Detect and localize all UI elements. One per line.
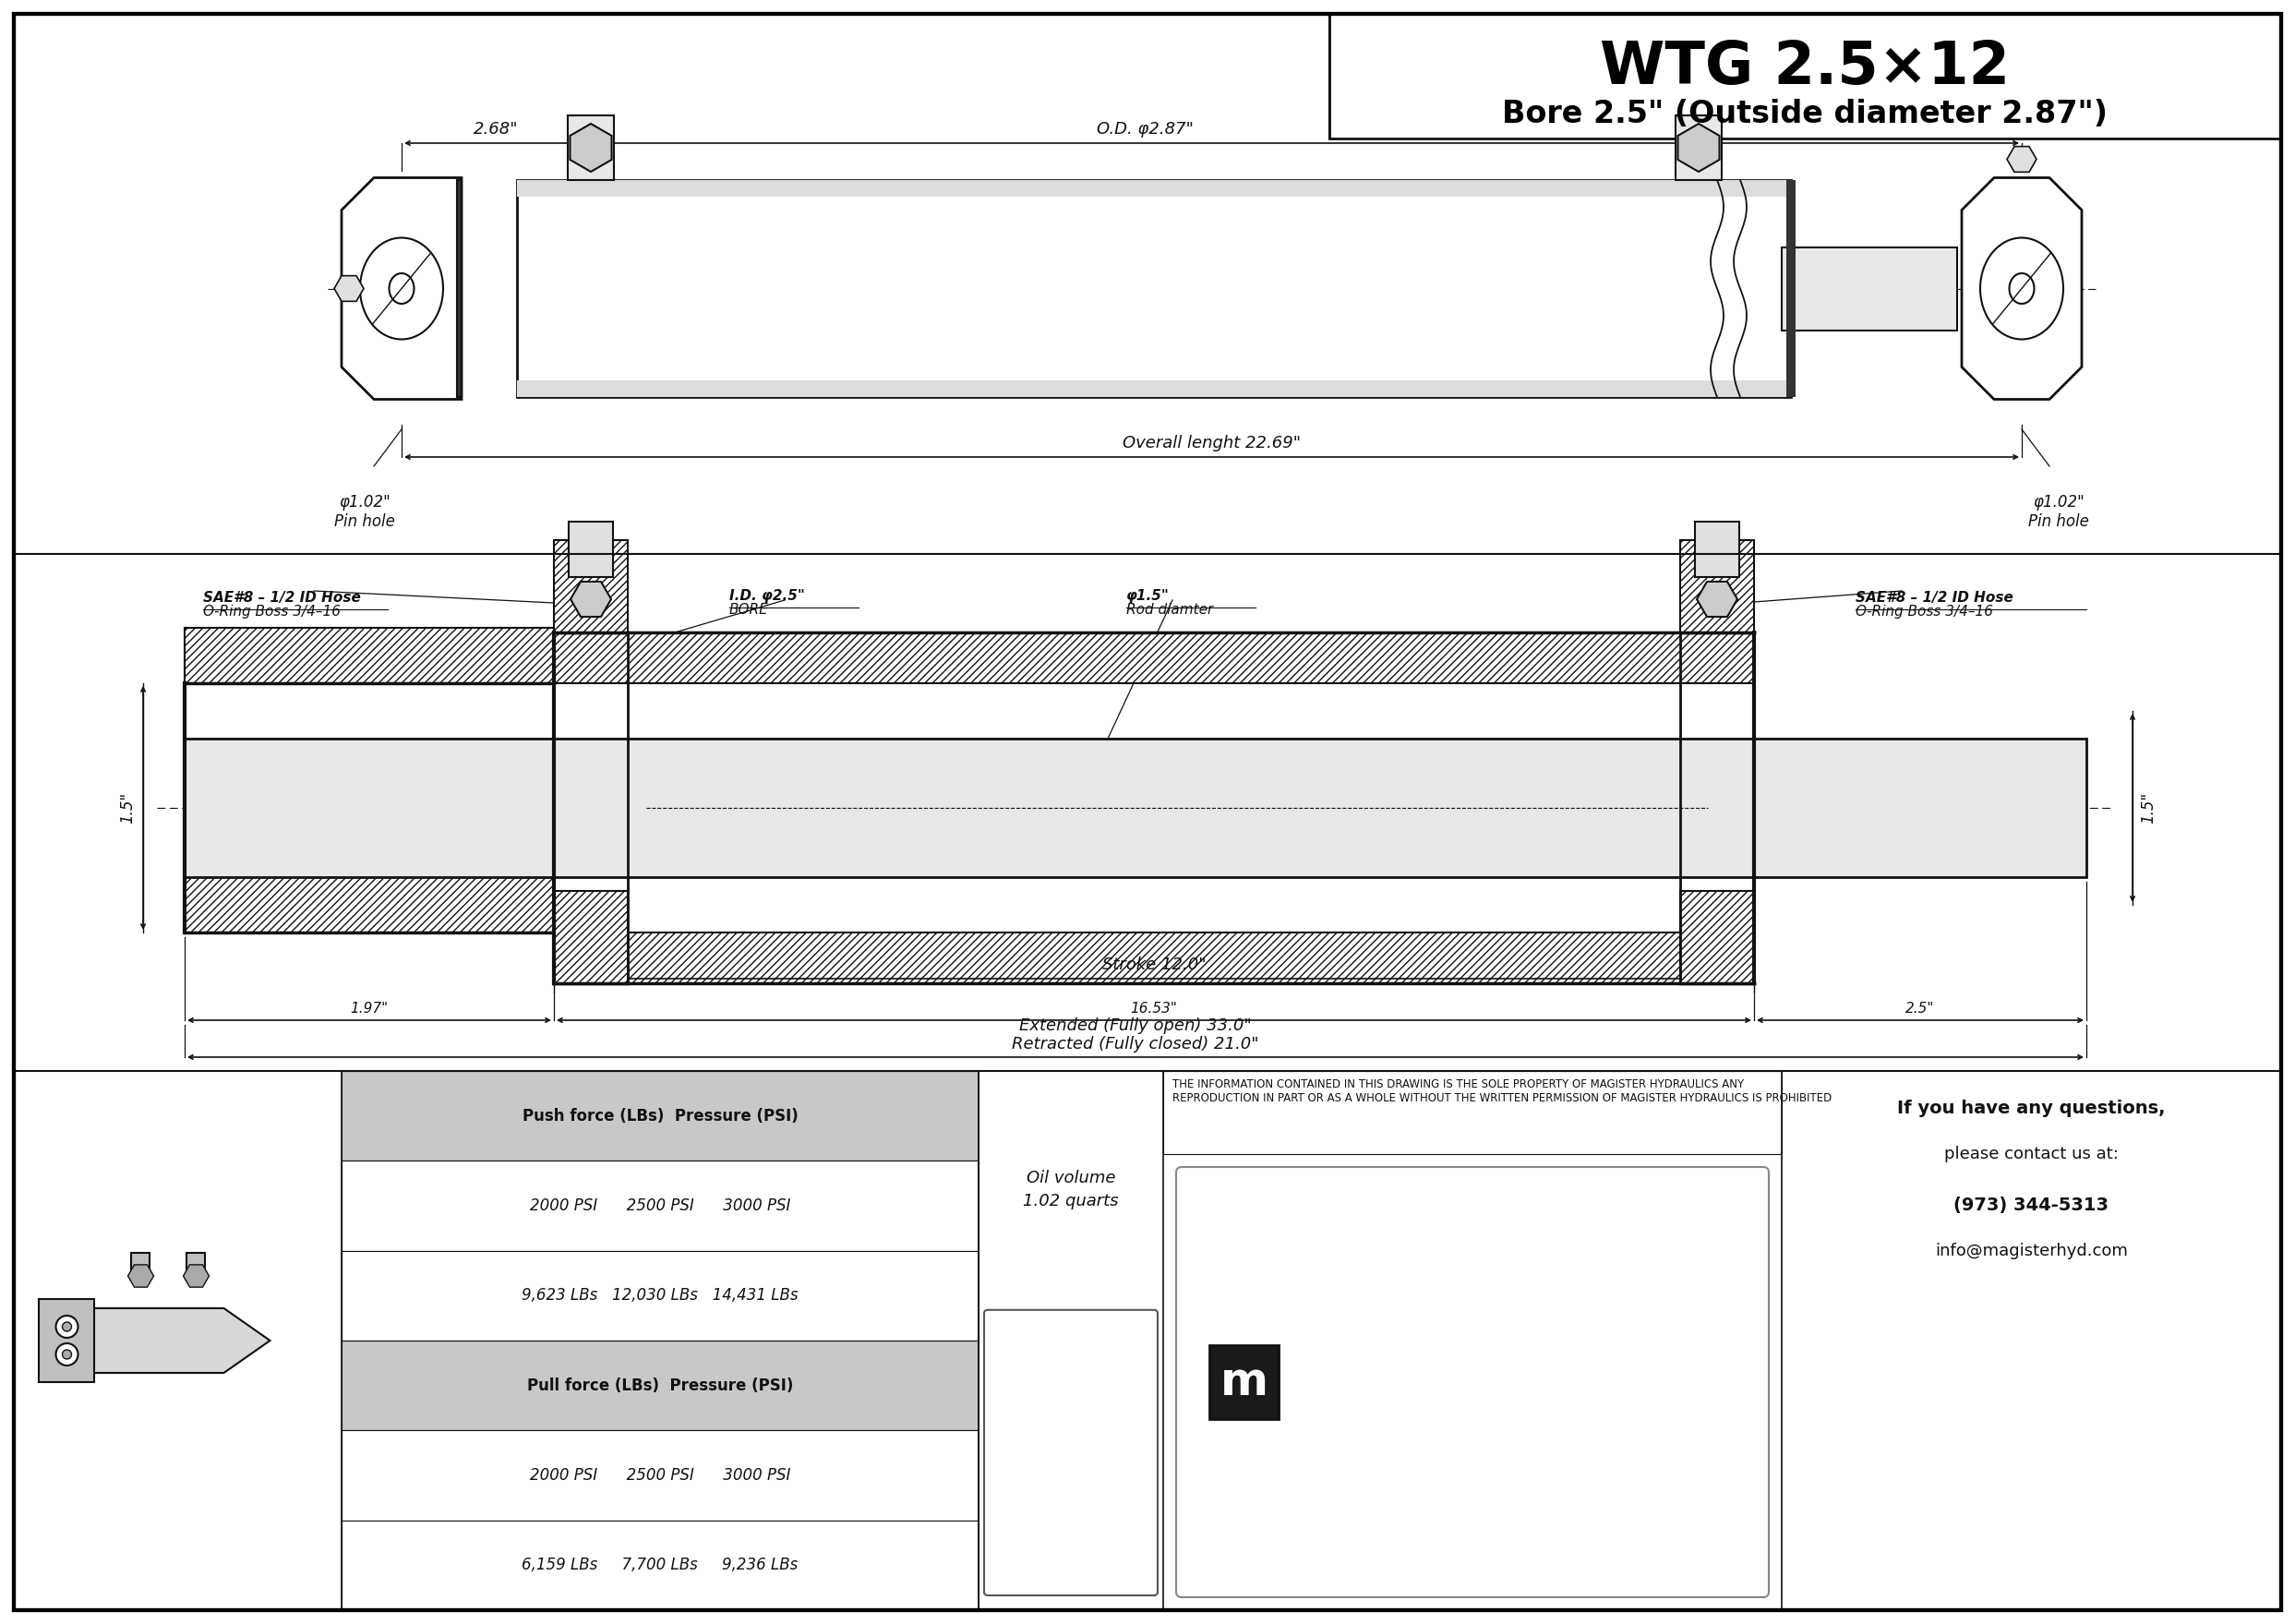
Bar: [1329, 15, 2281, 138]
Polygon shape: [1962, 177, 2082, 400]
Circle shape: [55, 1343, 78, 1366]
Bar: [1753, 739, 2086, 877]
Ellipse shape: [1981, 237, 2063, 339]
Bar: [184, 628, 553, 684]
Bar: [567, 115, 613, 180]
Bar: [569, 521, 613, 577]
Text: Stroke 12.0": Stroke 12.0": [1102, 957, 1205, 973]
Bar: [553, 632, 1753, 684]
Text: Continential
FREE
SHIPPING
Contiguous: Continential FREE SHIPPING Contiguous: [1033, 1424, 1108, 1481]
Polygon shape: [1678, 123, 1719, 172]
Text: please contact us at:: please contact us at:: [1944, 1147, 2118, 1163]
Polygon shape: [85, 1309, 271, 1372]
Text: O.D. φ2.87": O.D. φ2.87": [1097, 120, 1193, 138]
Text: MAGISTER
HYDRAULICS: MAGISTER HYDRAULICS: [916, 245, 1391, 388]
Circle shape: [55, 1315, 78, 1338]
Text: φ1.02"
Pin hole: φ1.02" Pin hole: [2029, 494, 2088, 529]
Text: O-Ring Boss 3/4–16: O-Ring Boss 3/4–16: [1857, 604, 1992, 619]
Bar: [553, 932, 1753, 983]
Text: 2.68": 2.68": [473, 120, 519, 138]
Circle shape: [62, 1350, 71, 1359]
Bar: [1696, 521, 1740, 577]
Text: 2.5": 2.5": [1905, 1002, 1935, 1015]
FancyBboxPatch shape: [1175, 1168, 1769, 1598]
Text: WTG 2.5×12: WTG 2.5×12: [1600, 39, 2010, 96]
Text: 1.5": 1.5": [2139, 793, 2157, 823]
Text: (973) 344-5313: (973) 344-5313: [1953, 1195, 2109, 1213]
Text: φ1.02"
Pin hole: φ1.02" Pin hole: [335, 494, 395, 529]
Text: Push force (LBs)  Pressure (PSI): Push force (LBs) Pressure (PSI): [523, 1108, 799, 1124]
Text: 6,159 LBs     7,700 LBs     9,236 LBs: 6,159 LBs 7,700 LBs 9,236 LBs: [521, 1557, 799, 1574]
Text: Pull force (LBs)  Pressure (PSI): Pull force (LBs) Pressure (PSI): [528, 1377, 794, 1393]
Text: 9,623 LBs   12,030 LBs   14,431 LBs: 9,623 LBs 12,030 LBs 14,431 LBs: [521, 1288, 799, 1304]
Polygon shape: [571, 581, 610, 617]
Text: If you have any questions,: If you have any questions,: [1898, 1099, 2166, 1117]
Bar: [131, 1252, 149, 1281]
Text: O-Ring Boss 3/4–16: O-Ring Boss 3/4–16: [202, 604, 340, 619]
Bar: [186, 1252, 207, 1281]
Bar: [342, 1250, 978, 1340]
Bar: [553, 541, 629, 632]
Text: MAGISTER: MAGISTER: [1292, 1346, 1561, 1390]
FancyBboxPatch shape: [985, 1311, 1157, 1595]
Bar: [1164, 1070, 1781, 1155]
Bar: [1680, 541, 1753, 632]
Text: φ1.5": φ1.5": [1127, 590, 1170, 603]
Text: 16.53": 16.53": [1131, 1002, 1177, 1015]
Bar: [1680, 892, 1753, 983]
Bar: [516, 180, 1790, 396]
Polygon shape: [569, 123, 610, 172]
Ellipse shape: [2010, 273, 2033, 304]
Circle shape: [62, 1322, 71, 1332]
Bar: [457, 180, 461, 396]
Text: I.D. φ2.5": I.D. φ2.5": [730, 590, 806, 603]
Bar: [553, 892, 629, 983]
Bar: [1786, 180, 1795, 396]
Bar: [342, 1431, 978, 1520]
Text: Overall lenght 22.69": Overall lenght 22.69": [1122, 435, 1301, 451]
Bar: [516, 180, 1790, 197]
Ellipse shape: [390, 273, 413, 304]
Text: BORE: BORE: [730, 603, 769, 617]
Bar: [1781, 247, 1958, 330]
Text: 1.97": 1.97": [351, 1002, 388, 1015]
Bar: [342, 1161, 978, 1250]
Bar: [1209, 1345, 1278, 1419]
Polygon shape: [39, 1299, 94, 1382]
Text: SAE#8 – 1/2 ID Hose: SAE#8 – 1/2 ID Hose: [1857, 591, 2013, 604]
Bar: [1675, 115, 1721, 180]
Bar: [342, 1520, 978, 1609]
Text: Rod diamter: Rod diamter: [1127, 603, 1214, 617]
Text: Bore 2.5" (Outside diameter 2.87"): Bore 2.5" (Outside diameter 2.87"): [1503, 99, 2109, 128]
Bar: [516, 380, 1790, 396]
Bar: [342, 1070, 978, 1161]
Text: SAE#8 – 1/2 ID Hose: SAE#8 – 1/2 ID Hose: [202, 591, 360, 604]
Text: m: m: [1221, 1359, 1269, 1405]
Text: Extended (Fully open) 33.0": Extended (Fully open) 33.0": [1019, 1017, 1251, 1034]
Text: HYDRAULICS: HYDRAULICS: [1301, 1403, 1467, 1426]
Text: 1.5": 1.5": [119, 793, 135, 823]
Text: info@magisterhyd.com: info@magisterhyd.com: [1935, 1242, 2127, 1259]
Polygon shape: [1696, 581, 1737, 617]
Text: Oil volume
1.02 quarts: Oil volume 1.02 quarts: [1024, 1169, 1118, 1210]
Text: THE INFORMATION CONTAINED IN THIS DRAWING IS THE SOLE PROPERTY OF MAGISTER HYDRA: THE INFORMATION CONTAINED IN THIS DRAWIN…: [1173, 1078, 1831, 1104]
Text: 2000 PSI      2500 PSI      3000 PSI: 2000 PSI 2500 PSI 3000 PSI: [530, 1197, 789, 1215]
Text: 2000 PSI      2500 PSI      3000 PSI: 2000 PSI 2500 PSI 3000 PSI: [530, 1466, 789, 1484]
Bar: [342, 1340, 978, 1431]
Text: 2.05": 2.05": [1838, 120, 1882, 138]
Bar: [457, 180, 521, 396]
Polygon shape: [342, 177, 461, 400]
Bar: [184, 739, 1753, 877]
Bar: [184, 877, 553, 932]
Text: Retracted (Fully closed) 21.0": Retracted (Fully closed) 21.0": [1012, 1036, 1260, 1052]
Ellipse shape: [360, 237, 443, 339]
